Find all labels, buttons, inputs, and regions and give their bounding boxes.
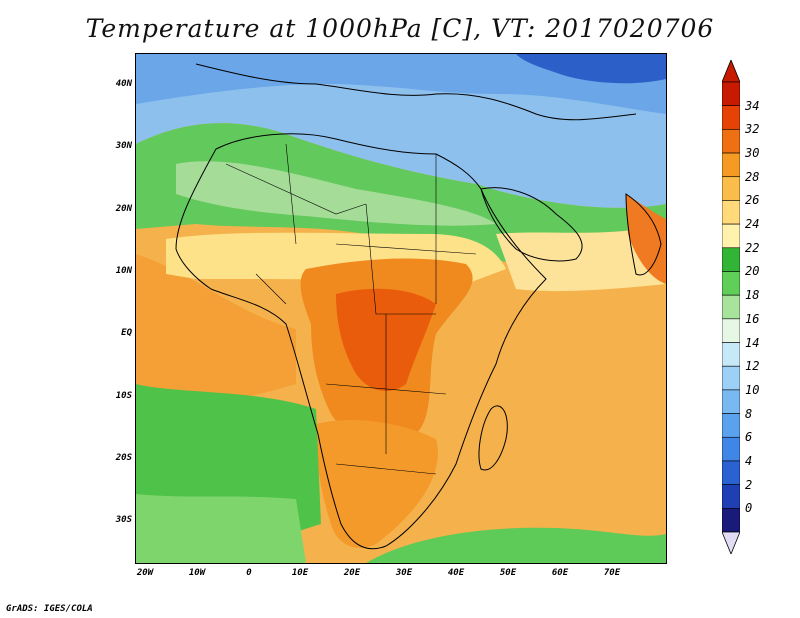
lon-label: 70E (603, 568, 621, 578)
colorbar-tick-label: 10 (745, 382, 760, 397)
colorbar-box (722, 413, 740, 438)
colorbar-box (722, 484, 740, 509)
colorbar-box (722, 81, 740, 106)
colorbar-box (722, 271, 740, 296)
lat-label: 20N (115, 204, 132, 214)
lon-label: 20W (136, 568, 154, 578)
colorbar-tick-label: 2 (745, 477, 753, 492)
colorbar-box (722, 152, 740, 178)
arabian-sea-yellow-field (496, 224, 666, 292)
southern-ocean-green-field (366, 527, 666, 563)
colorbar-box (722, 247, 740, 272)
colorbar-tick-label: 34 (745, 98, 760, 113)
colorbar-tick-label: 8 (745, 406, 753, 421)
colorbar-box (722, 318, 740, 343)
madagascar-coastline (478, 405, 508, 471)
lat-label: 30N (115, 141, 132, 151)
lat-label: 40N (115, 79, 132, 89)
caspian-cold-field (516, 54, 666, 84)
colorbar-box (722, 508, 740, 533)
europe-coastline (195, 63, 637, 121)
colorbar-box (722, 342, 740, 367)
colorbar-box (722, 460, 740, 485)
colorbar-tick-label: 14 (745, 335, 760, 350)
colorbar-tick-label: 30 (745, 146, 760, 161)
europe-cold-field (136, 54, 666, 114)
sahara-green-field (136, 123, 666, 264)
colorbar-tick-label: 22 (745, 240, 760, 255)
colorbar-box (722, 389, 740, 414)
colorbar-tick-label: 28 (745, 169, 760, 184)
india-coastline (625, 193, 662, 276)
atlantic-warm-field (136, 254, 296, 414)
south-atlantic-light-field (136, 494, 306, 563)
colorbar-box (722, 129, 740, 154)
colorbar-tick-label: 4 (745, 453, 753, 468)
southern-africa-field (315, 419, 438, 548)
colorbar-box (722, 436, 740, 462)
colorbar-tick-label: 0 (745, 501, 753, 516)
map-canvas (136, 54, 666, 563)
india-hot-field (626, 194, 666, 284)
colorbar-tick-label: 26 (745, 193, 760, 208)
lat-label: 10S (115, 391, 132, 401)
footer-credit: GrADS: IGES/COLA (6, 604, 93, 614)
lon-label: 10E (291, 568, 309, 578)
colorbar-over-triangle (722, 60, 740, 83)
lat-label: 30S (115, 515, 132, 525)
arabia-coastline (480, 187, 583, 262)
colorbar-box (722, 365, 740, 391)
colorbar-box (722, 200, 740, 225)
lat-label: EQ (121, 328, 132, 338)
africa-coastline (175, 133, 547, 550)
lon-label: 10W (188, 568, 206, 578)
colorbar-tick-label: 24 (745, 217, 760, 232)
colorbar-box (722, 105, 740, 130)
colorbar-tick-label: 6 (745, 430, 753, 445)
colorbar-box (722, 294, 740, 320)
lon-label: 50E (499, 568, 517, 578)
colorbar-tick-label: 18 (745, 288, 760, 303)
colorbar-box (722, 223, 740, 249)
lon-label: 40E (447, 568, 465, 578)
colorbar-box (722, 176, 740, 201)
lon-label: 0 (246, 568, 252, 578)
lat-label: 10N (115, 266, 132, 276)
colorbar-tick-label: 16 (745, 311, 760, 326)
lon-label: 20E (343, 568, 361, 578)
colorbar-tick-label: 20 (745, 264, 760, 279)
colorbar-under-triangle (722, 531, 740, 554)
lon-label: 60E (551, 568, 569, 578)
lat-label: 20S (115, 453, 132, 463)
temperature-map (135, 53, 667, 564)
lon-label: 30E (395, 568, 413, 578)
colorbar-tick-label: 32 (745, 122, 760, 137)
temperature-fields (136, 54, 666, 563)
colorbar (722, 60, 740, 554)
chart-title: Temperature at 1000hPa [C], VT: 20170207… (85, 14, 715, 43)
country-borders (225, 143, 477, 475)
colorbar-tick-label: 12 (745, 359, 760, 374)
